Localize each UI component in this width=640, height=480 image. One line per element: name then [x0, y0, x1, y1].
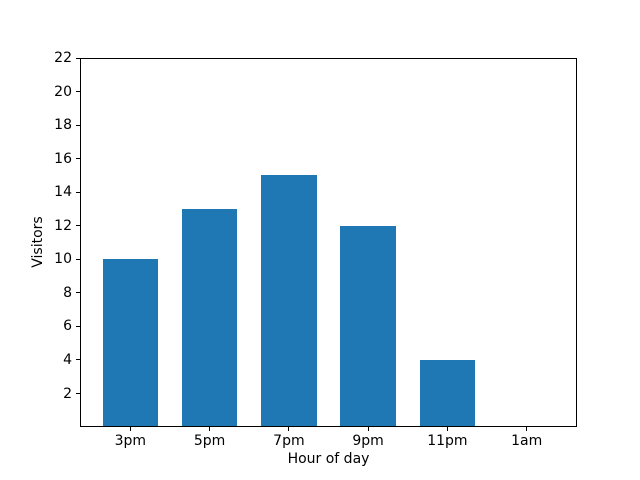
- plot-area: [80, 58, 577, 427]
- y-tick-12: [76, 225, 80, 227]
- y-tick-2: [76, 393, 80, 394]
- y-tick-label-14: 14: [54, 184, 72, 201]
- y-tick-18: [76, 124, 80, 126]
- bar-7pm: [261, 175, 317, 427]
- y-tick-22: [76, 57, 80, 59]
- bar-9pm: [340, 225, 396, 427]
- x-tick-9pm: [367, 427, 369, 431]
- bar-3pm: [102, 259, 159, 427]
- y-tick-label-8: 8: [63, 284, 72, 301]
- x-tick-label-7pm: 7pm: [273, 433, 305, 449]
- x-tick-7pm: [288, 427, 290, 431]
- x-tick-1am: [526, 427, 528, 431]
- y-tick-10: [76, 258, 80, 260]
- x-tick-3pm: [129, 427, 131, 431]
- y-tick-6: [76, 325, 80, 327]
- y-tick-4: [76, 359, 80, 361]
- y-tick-label-12: 12: [54, 217, 72, 234]
- y-tick-16: [76, 158, 80, 160]
- x-tick-label-5pm: 5pm: [193, 433, 226, 449]
- bar-5pm: [181, 209, 238, 427]
- x-tick-5pm: [209, 427, 211, 431]
- x-tick-11pm: [446, 427, 448, 431]
- y-tick-20: [76, 91, 80, 92]
- x-tick-label-3pm: 3pm: [114, 433, 147, 449]
- y-tick-label-10: 10: [54, 251, 72, 268]
- y-tick-label-6: 6: [63, 318, 72, 335]
- x-axis-label: Hour of day: [287, 451, 370, 467]
- y-tick-label-2: 2: [63, 385, 72, 402]
- x-tick-label-11pm: 11pm: [427, 433, 468, 449]
- y-tick-label-18: 18: [54, 117, 72, 134]
- y-tick-label-22: 22: [54, 50, 72, 66]
- x-tick-label-9pm: 9pm: [352, 433, 384, 449]
- y-tick-label-20: 20: [54, 83, 72, 100]
- y-axis-label: Visitors: [30, 216, 46, 268]
- y-tick-label-4: 4: [63, 351, 72, 368]
- x-tick-label-1am: 1am: [511, 433, 543, 449]
- y-tick-8: [76, 292, 80, 294]
- y-tick-14: [76, 191, 80, 193]
- bar-11pm: [419, 359, 476, 427]
- y-tick-label-16: 16: [54, 150, 72, 167]
